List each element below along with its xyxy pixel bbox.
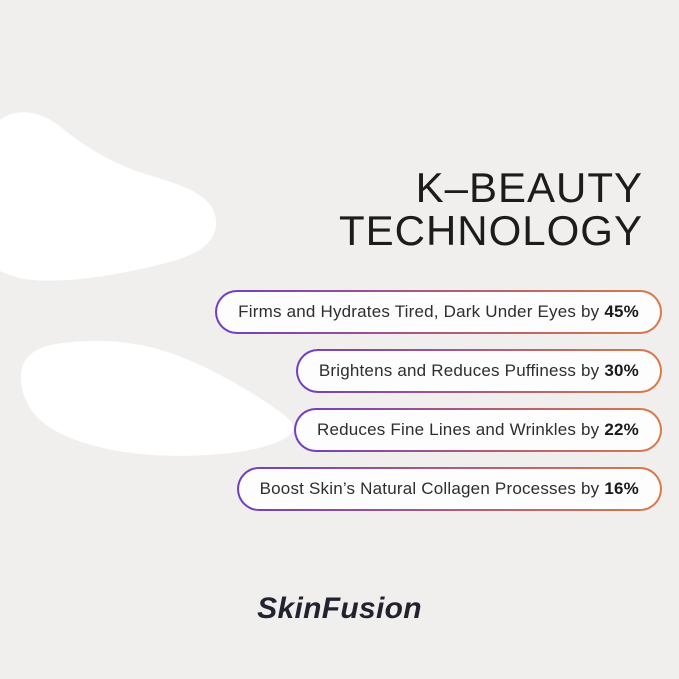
brand-logo: SkinFusion	[257, 592, 422, 625]
benefit-list: Firms and Hydrates Tired, Dark Under Eye…	[215, 290, 662, 511]
benefit-text: Firms and Hydrates Tired, Dark Under Eye…	[238, 302, 600, 321]
benefit-value: 45%	[604, 302, 639, 321]
benefit-value: 30%	[604, 361, 639, 380]
benefit-text: Boost Skin’s Natural Collagen Processes …	[259, 479, 600, 498]
benefit-pill-content: Brightens and Reduces Puffiness by 30%	[297, 351, 660, 391]
eye-patch-top-icon	[0, 112, 217, 281]
benefit-pill-brightening: Brightens and Reduces Puffiness by 30%	[295, 349, 662, 393]
benefit-pill-collagen: Boost Skin’s Natural Collagen Processes …	[236, 467, 662, 511]
benefit-pill-hydration: Firms and Hydrates Tired, Dark Under Eye…	[215, 290, 662, 334]
benefit-value: 22%	[604, 420, 639, 439]
benefit-value: 16%	[604, 479, 639, 498]
benefit-pill-content: Firms and Hydrates Tired, Dark Under Eye…	[217, 292, 660, 332]
page-title: K–BEAUTY TECHNOLOGY	[339, 166, 643, 252]
benefit-text: Reduces Fine Lines and Wrinkles by	[316, 420, 600, 439]
title-line-1: K–BEAUTY	[415, 164, 643, 211]
benefit-text: Brightens and Reduces Puffiness by	[318, 361, 600, 380]
title-line-2: TECHNOLOGY	[338, 207, 643, 254]
benefit-pill-content: Boost Skin’s Natural Collagen Processes …	[238, 469, 660, 509]
benefit-pill-wrinkles: Reduces Fine Lines and Wrinkles by 22%	[293, 408, 662, 452]
benefit-pill-content: Reduces Fine Lines and Wrinkles by 22%	[295, 410, 660, 450]
